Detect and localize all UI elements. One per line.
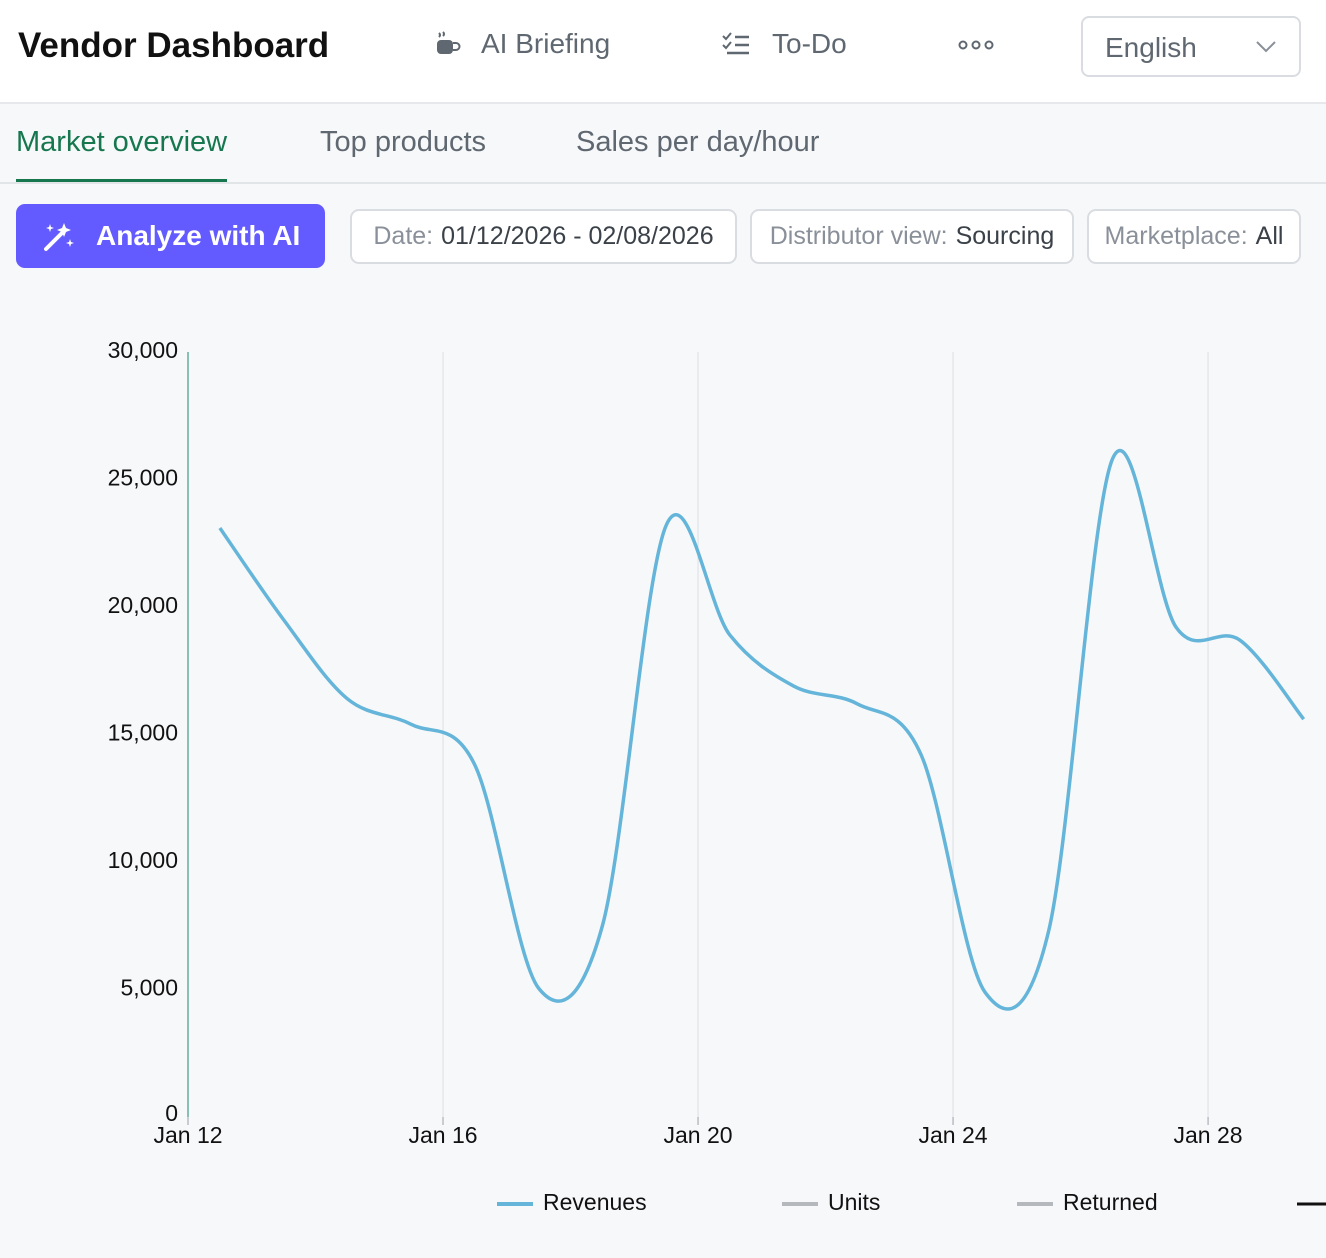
filter-date[interactable]: Date: 01/12/2026 - 02/08/2026 <box>350 209 737 264</box>
tab[interactable]: Top products <box>320 126 487 158</box>
analyze-button[interactable]: Analyze with AI <box>16 204 325 268</box>
legend-label[interactable]: Revenues <box>543 1189 647 1215</box>
nav-todo[interactable]: To-Do <box>722 28 847 60</box>
tab[interactable]: Market overview <box>16 126 228 183</box>
filter-distributor[interactable]: Distributor view: Sourcing <box>750 209 1074 264</box>
y-tick-label: 10,000 <box>108 847 178 873</box>
legend-label[interactable]: Units <box>828 1189 880 1215</box>
y-tick-label: 20,000 <box>108 592 178 618</box>
y-tick-label: 5,000 <box>120 975 178 1001</box>
y-tick-label: 0 <box>165 1100 178 1126</box>
y-tick-label: 30,000 <box>108 337 178 363</box>
filter-value: Sourcing <box>955 222 1055 250</box>
wand-icon <box>44 223 74 251</box>
filter-label: Distributor view: <box>769 222 948 250</box>
x-tick-label: Jan 16 <box>408 1122 477 1148</box>
x-tick-label: Jan 20 <box>663 1122 732 1148</box>
filter-label: Date: <box>373 222 434 250</box>
button-label: Analyze with AI <box>96 220 301 251</box>
nav-ai-briefing[interactable]: AI Briefing <box>435 28 610 60</box>
filter-value: 01/12/2026 - 02/08/2026 <box>441 222 714 250</box>
filter-marketplace[interactable]: Marketplace: All <box>1087 209 1301 264</box>
tab-divider <box>0 182 1326 184</box>
checklist-icon <box>722 32 749 55</box>
language-value: English <box>1105 32 1197 63</box>
chevron <box>1256 41 1276 53</box>
legend-label[interactable]: Returned <box>1063 1189 1158 1215</box>
filter-value: All <box>1255 222 1284 250</box>
x-tick-label: Jan 28 <box>1174 1122 1243 1148</box>
x-tick-label: Jan 24 <box>919 1122 988 1148</box>
coffee-icon <box>437 31 461 54</box>
y-tick-label: 15,000 <box>108 720 178 746</box>
series-line <box>218 448 1306 1011</box>
nav-label: AI Briefing <box>481 28 611 59</box>
filter-label: Marketplace: <box>1104 222 1248 250</box>
x-tick-label: Jan 12 <box>153 1122 222 1148</box>
tab[interactable]: Sales per day/hour <box>576 126 820 158</box>
app-title: Vendor Dashboard <box>18 26 330 65</box>
nav-label: To-Do <box>772 28 847 59</box>
more-menu[interactable] <box>958 38 994 52</box>
y-tick-label: 25,000 <box>108 465 178 491</box>
language-select[interactable]: English <box>1081 16 1301 77</box>
